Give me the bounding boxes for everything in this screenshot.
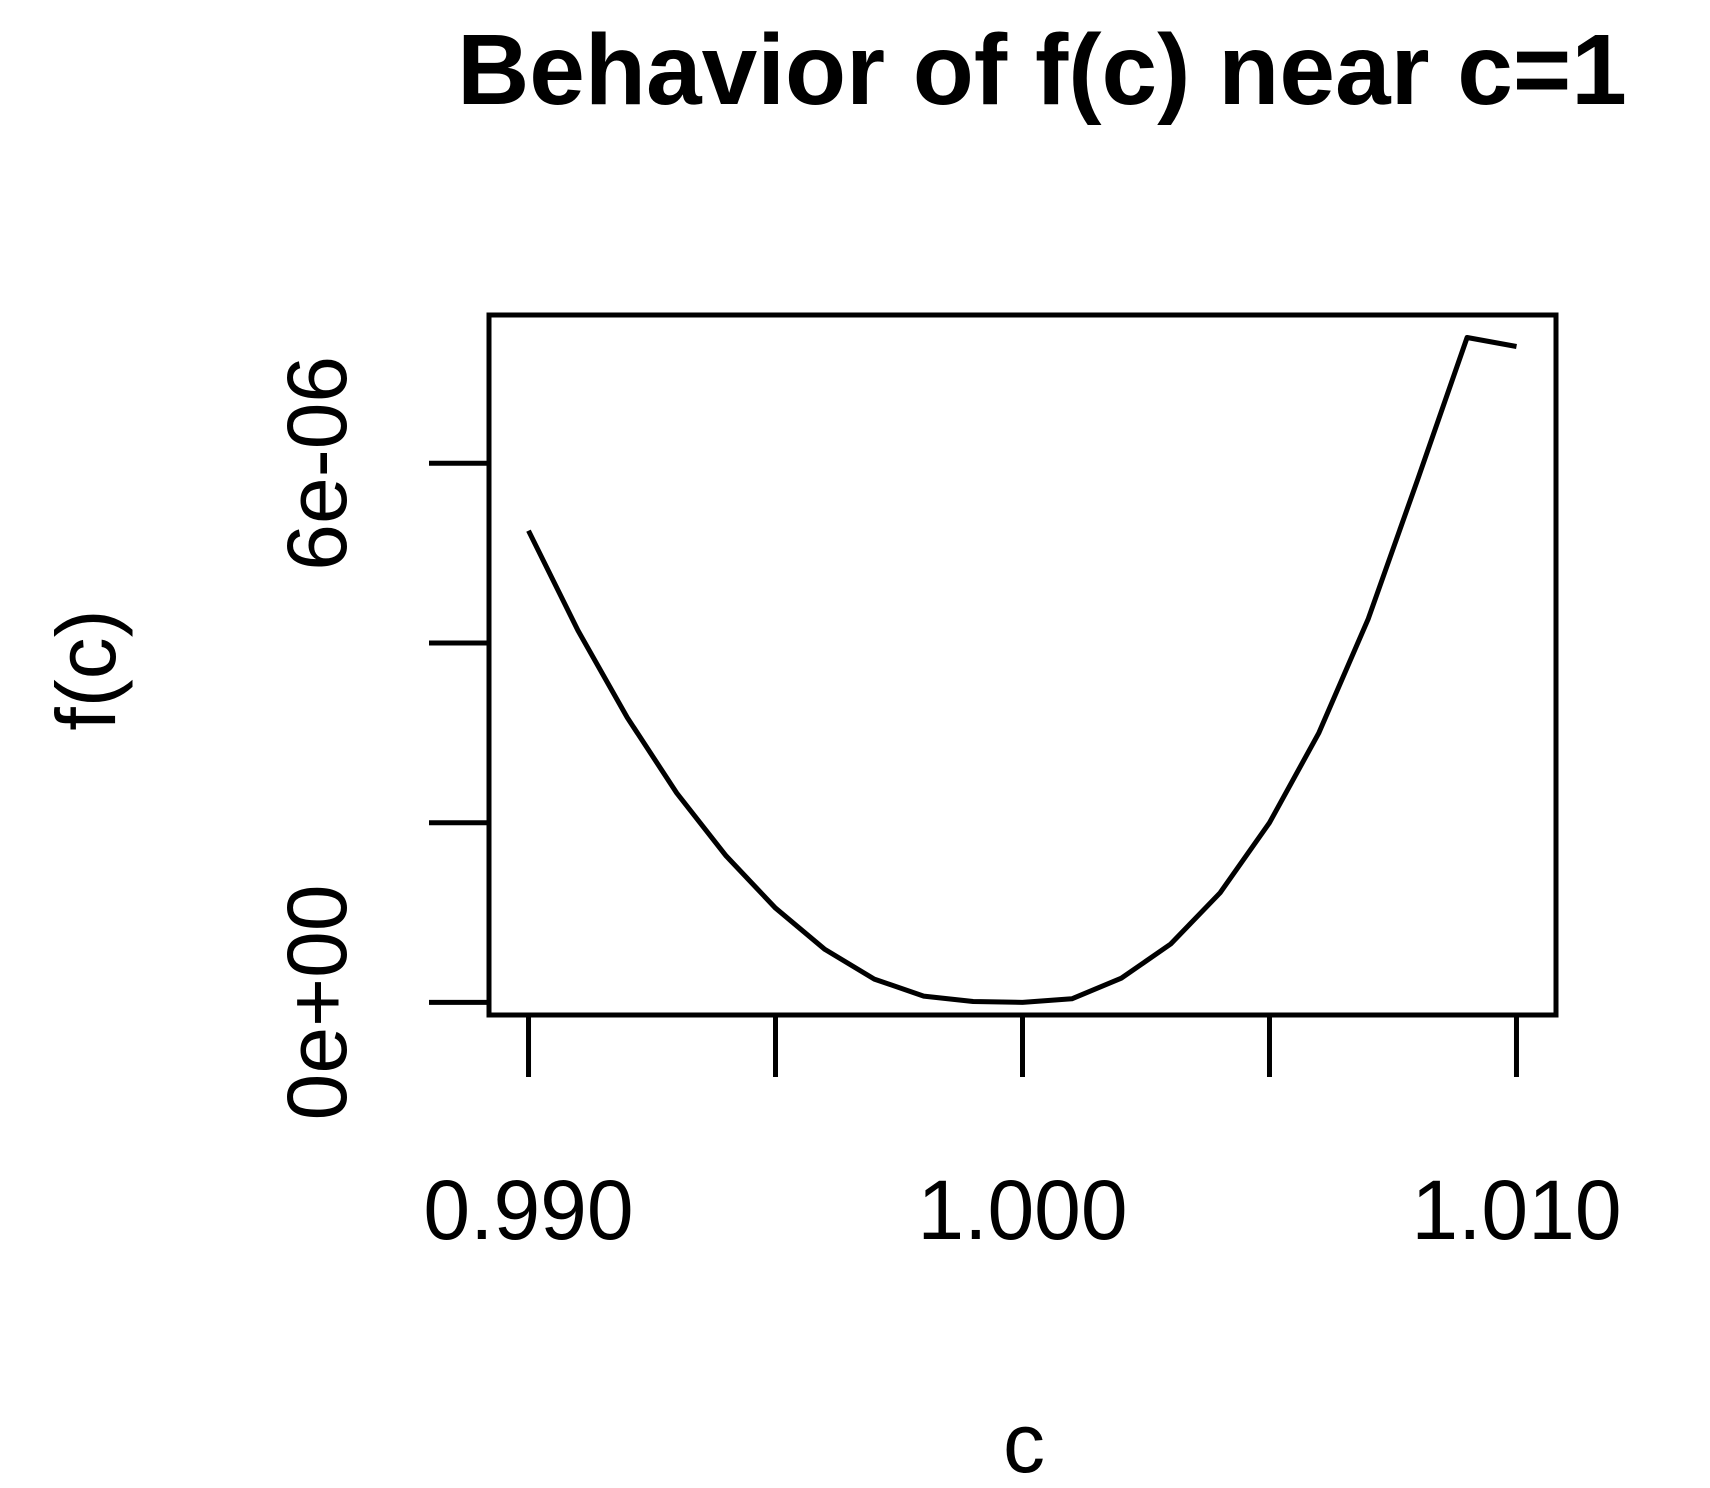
series-line-0 bbox=[526, 335, 1517, 1005]
y-axis-label: f(c) bbox=[39, 609, 133, 730]
plot-frame bbox=[486, 312, 1559, 1018]
x-tick-label-2: 1.000 bbox=[917, 1163, 1127, 1257]
x-tick-label-0: 0.990 bbox=[423, 1163, 633, 1257]
x-axis-label: c bbox=[1003, 1396, 1045, 1488]
y-tick-label-3: 6e-06 bbox=[270, 356, 364, 571]
plot-area: 0.990 1.000 1.010 0e+00 6e-06 bbox=[270, 312, 1622, 1257]
chart-title: Behavior of f(c) near c=1 bbox=[457, 14, 1627, 126]
x-tick-label-4: 1.010 bbox=[1411, 1163, 1621, 1257]
y-tick-label-0: 0e+00 bbox=[270, 884, 364, 1120]
